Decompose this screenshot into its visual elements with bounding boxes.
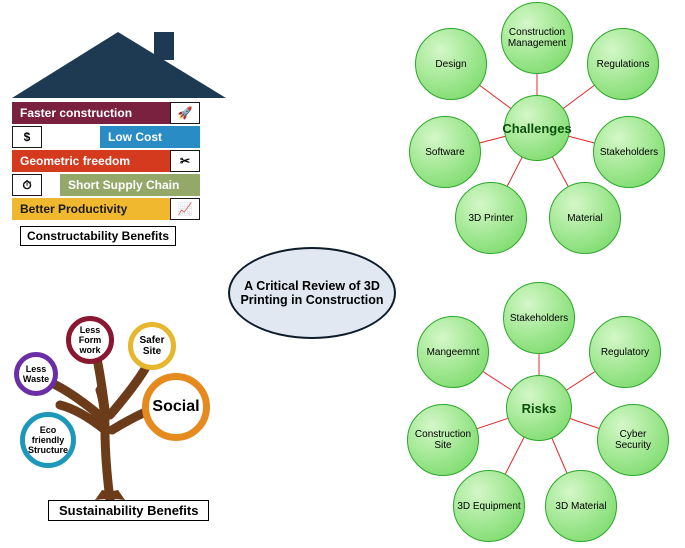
mindmap-node: Stakeholders xyxy=(503,282,575,354)
mindmap-node: Cyber Security xyxy=(597,404,669,476)
constructability-block: Faster construction🚀$Low CostGeometric f… xyxy=(12,10,242,250)
mindmap-center: Risks xyxy=(506,375,572,441)
sustainability-bubble: Less Waste xyxy=(14,352,58,396)
benefit-bar: Faster construction🚀 xyxy=(12,102,200,124)
center-oval: A Critical Review of 3D Printing in Cons… xyxy=(228,247,396,339)
benefit-bar: Geometric freedom✂ xyxy=(12,150,200,172)
mindmap-node: 3D Equipment xyxy=(453,470,525,542)
mindmap-node: Construction Management xyxy=(501,2,573,74)
benefit-bar: Better Productivity📈 xyxy=(12,198,200,220)
sustainability-bubble: Safer Site xyxy=(128,322,176,370)
mindmap-node: Software xyxy=(409,116,481,188)
benefit-bar: ⏱ Short Supply Chain xyxy=(12,174,200,196)
mindmap-node: Regulatory xyxy=(589,316,661,388)
benefit-bar-label: Low Cost xyxy=(100,126,200,148)
sustainability-block: Sustainability Benefits Less WasteLess F… xyxy=(10,310,240,530)
mindmap-node: Mangeemnt xyxy=(417,316,489,388)
mindmap-node: Material xyxy=(549,182,621,254)
sustainability-bubble: Eco friendly Structure xyxy=(20,412,76,468)
mindmap-node: 3D Printer xyxy=(455,182,527,254)
benefit-bar-icon: $ xyxy=(12,126,42,148)
benefit-bar-icon: 📈 xyxy=(170,198,200,220)
benefit-bar-label: Short Supply Chain xyxy=(60,174,200,196)
sustainability-center-bubble: Social xyxy=(142,373,210,441)
constructability-caption: Constructability Benefits xyxy=(20,226,176,246)
constructability-bars: Faster construction🚀$Low CostGeometric f… xyxy=(12,102,200,222)
mindmap-node: 3D Material xyxy=(545,470,617,542)
mindmap-node: Stakeholders xyxy=(593,116,665,188)
mindmap-node: Construction Site xyxy=(407,404,479,476)
sustainability-bubble: Less Form work xyxy=(66,316,114,364)
benefit-bar-icon: ✂ xyxy=(170,150,200,172)
challenges-mindmap: Construction ManagementRegulations Stakeh… xyxy=(395,0,685,270)
benefit-bar: $ Low Cost xyxy=(12,126,200,148)
benefit-bar-label: Faster construction xyxy=(12,102,170,124)
house-roof xyxy=(12,10,242,110)
mindmap-node: Regulations xyxy=(587,28,659,100)
risks-mindmap: StakeholdersRegulatory Cyber Security3D M… xyxy=(395,280,685,548)
benefit-bar-icon: 🚀 xyxy=(170,102,200,124)
benefit-bar-label: Better Productivity xyxy=(12,198,170,220)
mindmap-center: Challenges xyxy=(504,95,570,161)
benefit-bar-icon: ⏱ xyxy=(12,174,42,196)
sustainability-caption: Sustainability Benefits xyxy=(48,500,209,521)
mindmap-node: Design xyxy=(415,28,487,100)
benefit-bar-label: Geometric freedom xyxy=(12,150,170,172)
center-oval-text: A Critical Review of 3D Printing in Cons… xyxy=(238,279,386,307)
